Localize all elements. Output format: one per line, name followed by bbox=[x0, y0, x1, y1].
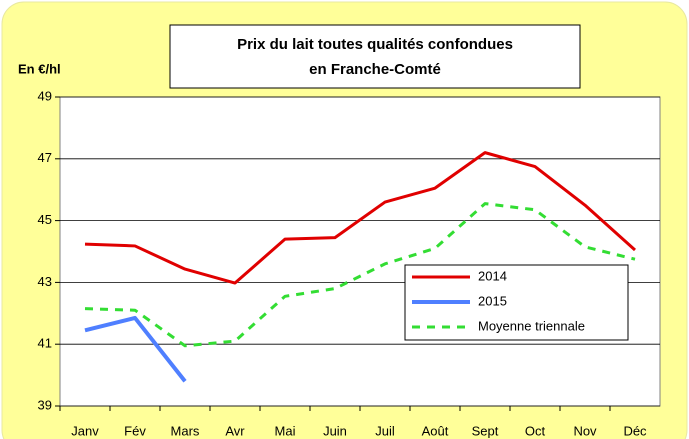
x-tick-label: Juil bbox=[375, 423, 395, 438]
y-tick-label: 39 bbox=[38, 397, 52, 412]
y-tick-label: 45 bbox=[38, 212, 52, 227]
y-tick-label: 43 bbox=[38, 274, 52, 289]
legend-label: Moyenne triennale bbox=[478, 318, 585, 333]
x-tick-label: Juin bbox=[323, 423, 347, 438]
line-series bbox=[84, 151, 637, 285]
x-tick-label: Oct bbox=[525, 423, 546, 438]
line-series bbox=[84, 202, 636, 348]
x-tick-label: Mai bbox=[275, 423, 296, 438]
y-tick-label: 49 bbox=[38, 88, 52, 103]
chart-title: Prix du lait toutes qualités confondues bbox=[237, 36, 513, 53]
x-tick-label: Nov bbox=[573, 423, 597, 438]
legend-label: 2014 bbox=[478, 268, 507, 283]
x-tick-label: Août bbox=[422, 423, 449, 438]
legend-label: 2015 bbox=[478, 293, 507, 308]
x-tick-label: Avr bbox=[225, 423, 245, 438]
x-tick-label: Fév bbox=[124, 423, 146, 438]
chart-title: en Franche-Comté bbox=[309, 61, 441, 78]
x-tick-label: Déc bbox=[623, 423, 647, 438]
x-tick-label: Sept bbox=[472, 423, 499, 438]
y-tick-label: 41 bbox=[38, 336, 52, 351]
y-axis-label: En €/hl bbox=[18, 61, 61, 76]
line-series bbox=[84, 315, 187, 383]
plot-area bbox=[59, 96, 661, 407]
title-box bbox=[169, 24, 581, 89]
y-tick-label: 47 bbox=[38, 150, 52, 165]
x-tick-label: Janv bbox=[71, 423, 99, 438]
x-tick-label: Mars bbox=[171, 423, 200, 438]
